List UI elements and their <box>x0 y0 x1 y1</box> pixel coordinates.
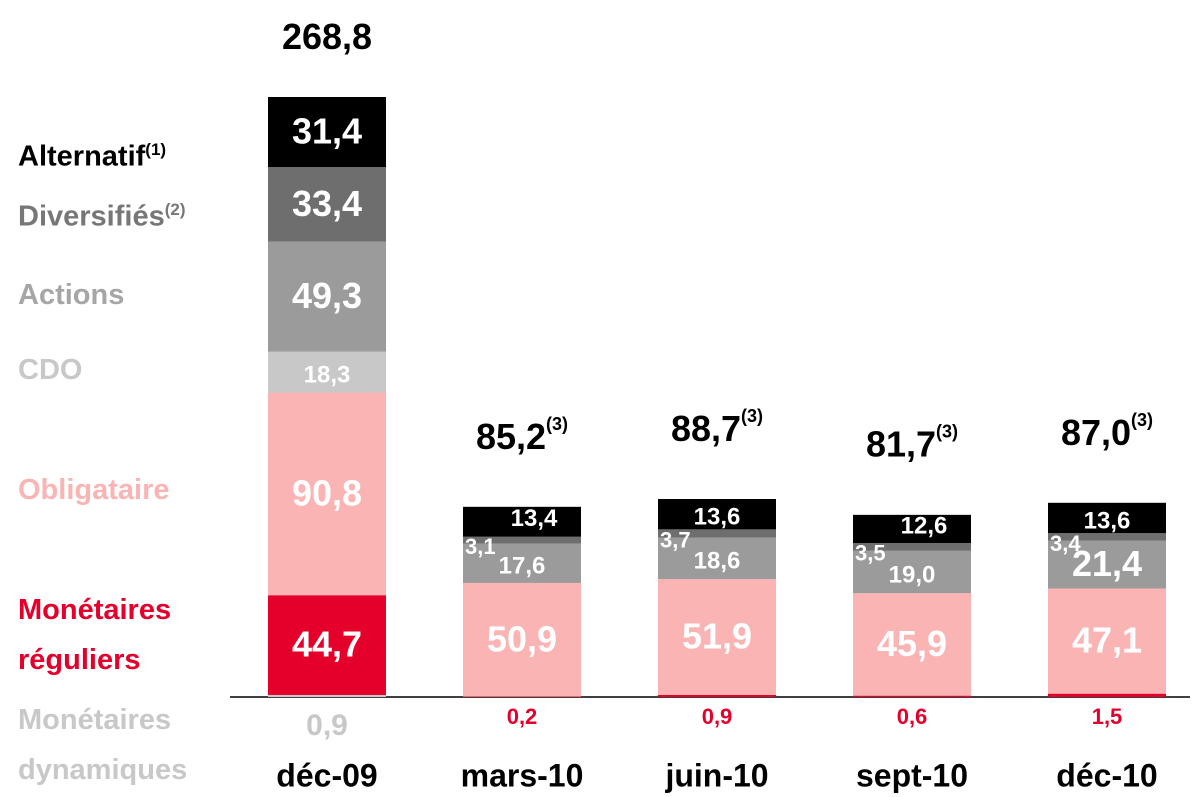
bar-segment <box>463 582 581 697</box>
legend-name: Alternatif <box>18 140 146 173</box>
bar-segment <box>268 241 386 352</box>
legend-name: Diversifiés <box>18 200 165 233</box>
bar-segment <box>268 392 386 596</box>
bar-segment <box>658 579 776 695</box>
bar-segment <box>853 514 971 543</box>
legend-label: Monétaires dynamiques <box>18 695 208 795</box>
total-note: (3) <box>1131 410 1153 430</box>
value-label: 33,4 <box>292 183 362 224</box>
legend-note: (2) <box>164 200 186 219</box>
value-label: 3,7 <box>660 527 691 552</box>
total-text: 81,7 <box>866 423 936 464</box>
value-label: 44,7 <box>292 624 362 665</box>
value-label: 21,4 <box>1072 543 1142 584</box>
value-label: 3,5 <box>855 541 886 566</box>
value-label: 49,3 <box>292 275 362 316</box>
legend-label: Obligataire <box>18 465 248 515</box>
value-label: 50,9 <box>487 618 557 659</box>
total-label: 88,7(3) <box>671 406 763 449</box>
bar-segment <box>1048 502 1166 534</box>
legend-label: Monétaires réguliers <box>18 585 208 685</box>
value-label: 3,4 <box>1050 531 1081 556</box>
value-label: 0,9 <box>702 704 733 729</box>
value-label: 0,2 <box>507 704 538 729</box>
value-label: 13,6 <box>694 504 741 531</box>
legend-name: Actions <box>18 279 125 311</box>
total-text: 268,8 <box>282 16 372 57</box>
legend-name: Monétaires dynamiques <box>18 704 188 786</box>
value-label: 1,5 <box>1092 704 1123 729</box>
value-label: 45,9 <box>877 623 947 664</box>
bar-segment <box>268 97 386 168</box>
total-label: 268,8 <box>282 16 372 57</box>
legend-note: (1) <box>145 140 167 159</box>
total-text: 87,0 <box>1061 411 1131 452</box>
bar-segment <box>463 506 581 537</box>
total-label: 87,0(3) <box>1061 410 1153 453</box>
bar-segment <box>268 351 386 393</box>
value-label: 19,0 <box>889 561 936 588</box>
value-label: 31,4 <box>292 111 362 152</box>
bar-segment <box>658 529 776 538</box>
value-label: 12,6 <box>901 512 948 539</box>
value-label: 13,4 <box>511 505 558 532</box>
legend-label: Diversifiés(2) <box>18 185 248 242</box>
legend-name: CDO <box>18 354 83 386</box>
bar-segment <box>658 499 776 530</box>
legend-label: Actions <box>18 270 248 320</box>
bar-segment <box>658 694 776 697</box>
bar-segment <box>1048 533 1166 541</box>
bar-segment <box>1048 588 1166 694</box>
bar-segment <box>268 167 386 242</box>
legend-name: Obligataire <box>18 474 170 506</box>
x-tick-label: mars-10 <box>461 757 584 793</box>
value-label: 13,6 <box>1084 507 1131 534</box>
legend-label: Alternatif(1) <box>18 125 248 182</box>
value-label: 17,6 <box>499 553 546 580</box>
total-text: 85,2 <box>476 415 546 456</box>
x-tick-label: sept-10 <box>856 757 968 793</box>
total-label: 81,7(3) <box>866 421 958 464</box>
total-note: (3) <box>741 406 763 426</box>
x-tick-label: déc-09 <box>276 757 377 793</box>
bar-segment <box>853 542 971 551</box>
total-label: 85,2(3) <box>476 414 568 457</box>
value-label: 51,9 <box>682 616 752 657</box>
bar-segment <box>658 537 776 580</box>
bar-segment <box>1048 693 1166 697</box>
bar-segment <box>463 543 581 583</box>
total-note: (3) <box>546 414 568 434</box>
value-label: 47,1 <box>1072 620 1142 661</box>
total-text: 88,7 <box>671 408 741 449</box>
value-label: 0,9 <box>306 709 348 742</box>
bar-segment <box>853 550 971 594</box>
x-tick-label: déc-10 <box>1056 757 1157 793</box>
bar-segment <box>268 595 386 695</box>
bar-segment <box>268 694 386 697</box>
value-label: 18,3 <box>304 361 351 388</box>
value-label: 0,6 <box>897 704 928 729</box>
value-label: 18,6 <box>694 548 741 575</box>
bar-segment <box>1048 540 1166 589</box>
total-note: (3) <box>936 421 958 441</box>
bar-segment <box>853 695 971 697</box>
legend-label: CDO <box>18 345 248 395</box>
x-tick-label: juin-10 <box>664 757 768 793</box>
value-label: 90,8 <box>292 472 362 513</box>
bar-segment <box>463 536 581 544</box>
legend-name: Monétaires réguliers <box>18 594 172 676</box>
value-label: 3,1 <box>465 534 496 559</box>
bar-segment <box>853 593 971 696</box>
